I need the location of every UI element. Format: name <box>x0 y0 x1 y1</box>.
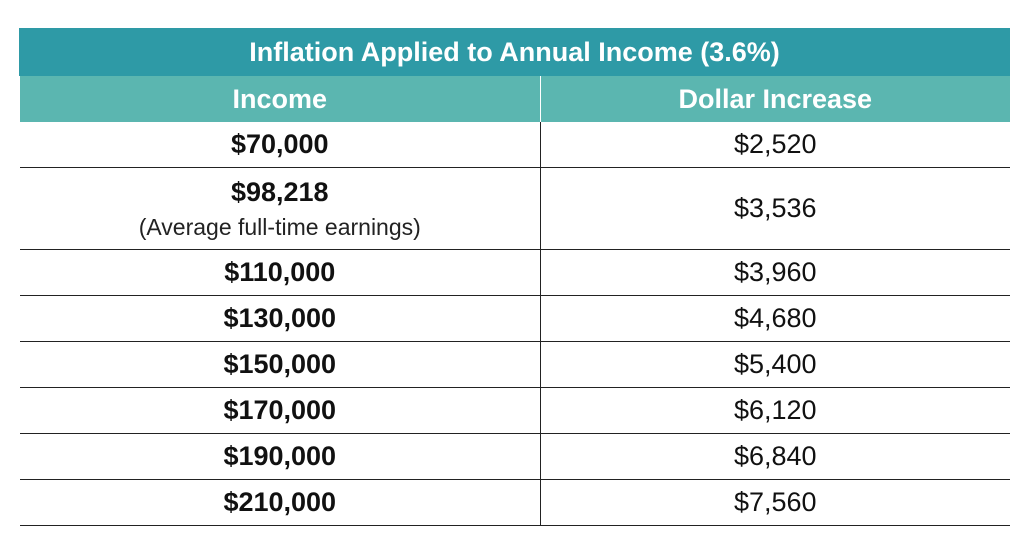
income-cell: $110,000 <box>19 249 541 296</box>
dollar-increase-cell: $3,536 <box>540 167 1010 250</box>
income-cell: $150,000 <box>19 341 541 388</box>
income-value: $130,000 <box>223 303 337 333</box>
income-value: $170,000 <box>223 395 337 425</box>
table-row: $150,000 $5,400 <box>19 341 1010 388</box>
table-row: $210,000 $7,560 <box>19 479 1010 526</box>
inflation-table: Inflation Applied to Annual Income (3.6%… <box>18 28 1011 526</box>
income-value: $70,000 <box>230 129 329 159</box>
dollar-increase-cell: $5,400 <box>540 341 1010 388</box>
dollar-increase-cell: $6,120 <box>540 387 1010 434</box>
income-value: $98,218 <box>230 176 329 207</box>
table-title: Inflation Applied to Annual Income (3.6%… <box>18 28 1011 76</box>
column-header-dollar-increase: Dollar Increase <box>540 75 1010 122</box>
income-value: $210,000 <box>223 487 337 517</box>
dollar-increase-cell: $7,560 <box>540 479 1010 526</box>
column-header-income: Income <box>19 75 541 122</box>
table-row: $190,000 $6,840 <box>19 433 1010 480</box>
dollar-increase-cell: $3,960 <box>540 249 1010 296</box>
income-cell: $170,000 <box>19 387 541 434</box>
table-row: $98,218 (Average full-time earnings) $3,53… <box>19 167 1010 250</box>
income-cell: $70,000 <box>19 122 541 168</box>
dollar-increase-cell: $4,680 <box>540 295 1010 342</box>
dollar-increase-cell: $2,520 <box>540 122 1010 168</box>
income-cell: $190,000 <box>19 433 541 480</box>
table-row: $170,000 $6,120 <box>19 387 1010 434</box>
table-row: $110,000 $3,960 <box>19 249 1010 296</box>
income-cell: $210,000 <box>19 479 541 526</box>
income-cell: $98,218 (Average full-time earnings) <box>19 167 541 250</box>
income-cell: $130,000 <box>19 295 541 342</box>
table-row: $130,000 $4,680 <box>19 295 1010 342</box>
income-value: $150,000 <box>223 349 337 379</box>
inflation-table-container: Inflation Applied to Annual Income (3.6%… <box>18 28 1011 526</box>
income-value: $190,000 <box>223 441 337 471</box>
table-body: $70,000 $2,520 $98,218 (Average full-time e… <box>19 122 1010 526</box>
dollar-increase-cell: $6,840 <box>540 433 1010 480</box>
income-note: (Average full-time earnings) <box>138 213 421 240</box>
income-value: $110,000 <box>224 257 336 287</box>
table-row: $70,000 $2,520 <box>19 122 1010 168</box>
